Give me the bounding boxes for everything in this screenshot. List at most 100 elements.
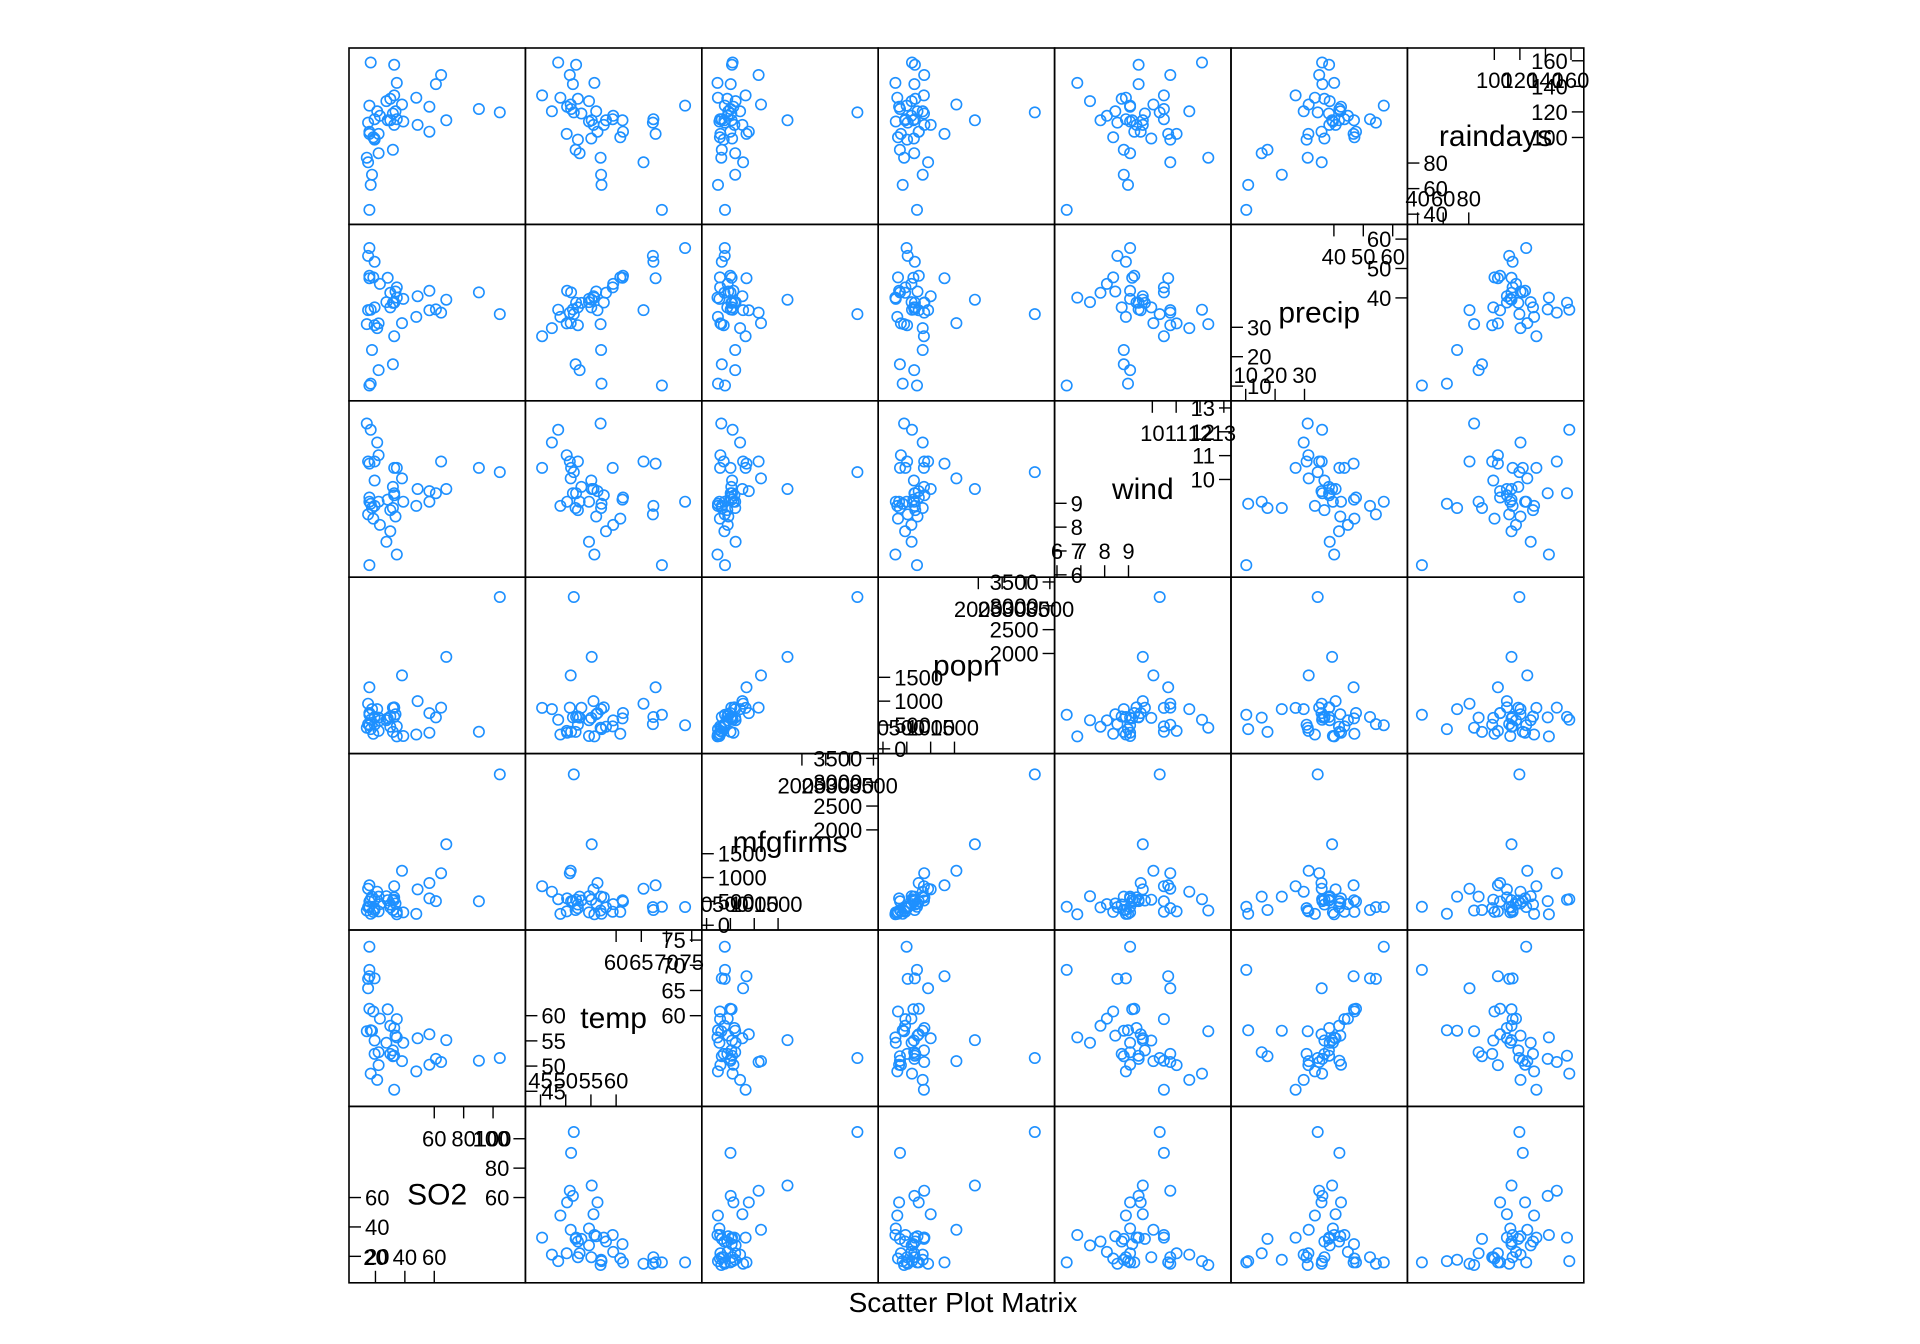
data-point: [724, 125, 737, 138]
data-point: [646, 116, 659, 129]
data-point: [390, 461, 403, 474]
data-point: [1308, 1209, 1321, 1222]
data-point: [1520, 242, 1533, 255]
data-point: [726, 1067, 739, 1080]
data-point: [715, 501, 728, 514]
data-point: [388, 89, 401, 102]
data-point: [1494, 1002, 1507, 1015]
data-point: [1519, 1196, 1532, 1209]
data-point: [1240, 203, 1253, 216]
data-point: [950, 317, 963, 330]
data-point: [1162, 1256, 1175, 1269]
data-point: [1440, 497, 1453, 510]
tick-label: 2000: [813, 818, 862, 843]
data-point: [1170, 317, 1183, 330]
data-point: [1100, 714, 1113, 727]
data-point: [736, 482, 749, 495]
data-point: [1318, 474, 1331, 487]
data-point: [1505, 1019, 1518, 1032]
data-point: [411, 695, 424, 708]
data-point: [917, 1083, 930, 1096]
data-point: [740, 457, 753, 470]
data-point: [1119, 255, 1132, 268]
data-point: [1530, 1231, 1543, 1244]
data-point: [423, 726, 436, 739]
panel-so2-vs-raindays: [348, 47, 527, 226]
panel-precip-vs-temp: [1230, 929, 1409, 1108]
data-point: [893, 1050, 906, 1063]
tick-label: 10: [1191, 467, 1215, 492]
data-point: [390, 291, 403, 304]
data-point: [916, 436, 929, 449]
data-point: [388, 487, 401, 500]
data-point: [896, 178, 909, 191]
tick-label: 2500: [801, 774, 850, 799]
data-point: [1333, 1019, 1346, 1032]
data-point: [363, 491, 376, 504]
data-point: [1491, 317, 1504, 330]
data-point: [397, 495, 410, 508]
data-point: [714, 449, 727, 462]
tick-label: 3000: [990, 594, 1039, 619]
tick-label: 1500: [754, 892, 803, 917]
data-point: [560, 127, 573, 140]
data-point: [1350, 491, 1363, 504]
data-point: [1486, 1047, 1499, 1060]
data-point: [570, 893, 583, 906]
data-point: [571, 319, 584, 332]
data-point: [569, 501, 582, 514]
data-point: [595, 377, 608, 390]
data-point: [889, 908, 902, 921]
data-point: [752, 1184, 765, 1197]
data-point: [1060, 900, 1073, 913]
data-point: [893, 501, 906, 514]
data-point: [1530, 330, 1543, 343]
data-point: [1094, 114, 1107, 127]
tick-label: 11: [1165, 421, 1188, 446]
data-point: [1323, 487, 1336, 500]
data-point: [390, 548, 403, 561]
data-point: [1060, 963, 1073, 976]
data-point: [1157, 1083, 1170, 1096]
data-point: [1164, 1251, 1177, 1264]
data-point: [1463, 455, 1476, 468]
data-point: [1318, 92, 1331, 105]
data-point: [1468, 1259, 1481, 1272]
data-point: [891, 1005, 904, 1018]
data-point: [729, 168, 742, 181]
data-point: [647, 255, 660, 268]
data-point: [571, 92, 584, 105]
panel-frame: [524, 752, 703, 931]
data-point: [1302, 472, 1315, 485]
data-point: [1297, 105, 1310, 118]
data-point: [373, 1012, 386, 1025]
data-point: [363, 879, 376, 892]
data-point: [362, 697, 375, 710]
data-point: [781, 1034, 794, 1047]
data-point: [1369, 508, 1382, 521]
data-point: [1130, 1021, 1143, 1034]
data-point: [363, 970, 376, 983]
data-point: [1561, 1049, 1574, 1062]
data-point: [725, 271, 738, 284]
data-point: [1183, 322, 1196, 335]
data-point: [362, 156, 375, 169]
data-point: [390, 730, 403, 743]
panel-frame: [1053, 929, 1232, 1108]
data-point: [679, 900, 692, 913]
data-point: [1300, 1251, 1313, 1264]
data-point: [1132, 58, 1145, 71]
data-point: [1157, 1146, 1170, 1159]
data-point: [429, 1052, 442, 1065]
data-point: [1369, 718, 1382, 731]
data-point: [1521, 472, 1534, 485]
panel-precip-vs-so2: [1230, 1105, 1409, 1284]
data-point: [1326, 650, 1339, 663]
data-point: [1335, 100, 1348, 113]
data-point: [1364, 499, 1377, 512]
data-point: [1563, 713, 1576, 726]
data-point: [363, 99, 376, 112]
data-point: [1347, 970, 1360, 983]
